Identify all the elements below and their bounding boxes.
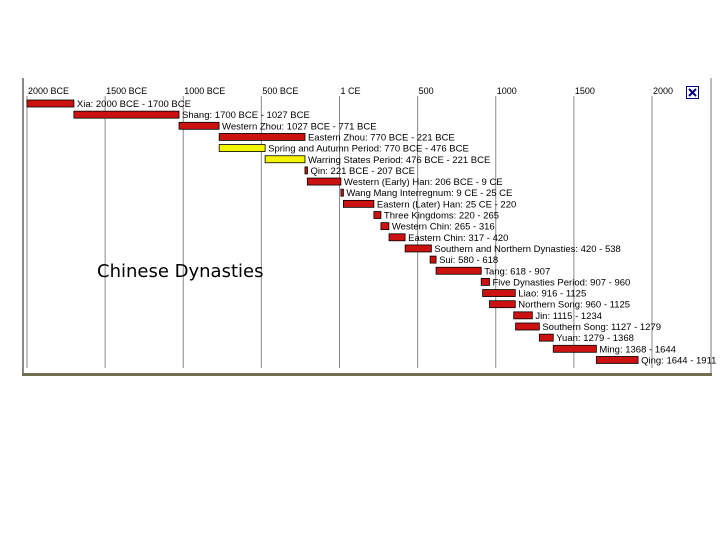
dynasty-bar-label: Shang: 1700 BCE - 1027 BCE bbox=[182, 110, 310, 121]
dynasty-bar bbox=[513, 311, 533, 320]
x-tick-label: 1000 BCE bbox=[184, 86, 225, 96]
dynasty-bar bbox=[429, 255, 437, 264]
dynasty-bar bbox=[264, 155, 306, 164]
dynasty-bar-label: Wang Mang Interregnum: 9 CE - 25 CE bbox=[346, 188, 512, 199]
dynasty-bar-label: Southern Song: 1127 - 1279 bbox=[542, 322, 661, 333]
dynasty-bar bbox=[489, 300, 516, 309]
dynasty-bar bbox=[435, 266, 482, 275]
dynasty-bar-label: Eastern (Later) Han: 25 CE - 220 bbox=[377, 199, 516, 210]
panel-border-bottom bbox=[22, 373, 712, 376]
dynasty-bar bbox=[380, 222, 390, 231]
dynasty-bar bbox=[306, 177, 342, 186]
dynasty-bar-label: Southern and Northern Dynasties: 420 - 5… bbox=[434, 244, 620, 255]
dynasty-bar bbox=[178, 121, 220, 130]
dynasty-bar bbox=[73, 110, 180, 119]
dynasty-bar-label: Jin: 1115 - 1234 bbox=[535, 311, 602, 322]
dynasty-bar bbox=[304, 166, 308, 175]
dynasty-bar bbox=[515, 322, 540, 331]
grid-layer bbox=[26, 96, 653, 368]
x-tick-label: 1 CE bbox=[341, 86, 361, 96]
dynasty-bar-label: Sui: 580 - 618 bbox=[439, 255, 498, 266]
x-tick-label: 1500 bbox=[575, 86, 595, 96]
dynasty-bar-label: Warring States Period: 476 BCE - 221 BCE bbox=[308, 155, 490, 166]
chart-panel bbox=[22, 78, 712, 376]
dynasty-bar-label: Western Zhou: 1027 BCE - 771 BCE bbox=[222, 121, 377, 132]
close-icon bbox=[688, 88, 697, 97]
close-button[interactable] bbox=[686, 86, 699, 99]
tick-layer: 2000 BCE 1500 BCE 1000 BCE 500 BCE 1 CE 500 10… bbox=[28, 86, 673, 96]
panel-border-left bbox=[22, 78, 24, 376]
dynasty-bar-label: Western (Early) Han: 206 BCE - 9 CE bbox=[344, 177, 503, 188]
dynasty-bar bbox=[388, 233, 406, 242]
dynasty-bar bbox=[552, 344, 597, 353]
dynasty-bar bbox=[482, 289, 516, 297]
chart-title: Chinese Dynasties bbox=[97, 261, 263, 282]
dynasty-bar-label: Qin: 221 BCE - 207 BCE bbox=[310, 166, 415, 177]
dynasty-bar-label: Eastern Chin: 317 - 420 bbox=[408, 233, 508, 244]
dynasty-bar-label: Ming: 1368 - 1644 bbox=[599, 344, 676, 355]
dynasty-bar bbox=[404, 244, 432, 253]
x-tick-label: 2000 BCE bbox=[28, 86, 69, 96]
dynasty-bar-label: Tang: 618 - 907 bbox=[484, 266, 550, 277]
dynasty-timeline-chart: 2000 BCE 1500 BCE 1000 BCE 500 BCE 1 CE 500 10… bbox=[26, 86, 716, 368]
dynasty-bar-label: Western Chin: 265 - 316 bbox=[392, 222, 495, 233]
dynasty-bar bbox=[373, 211, 382, 219]
dynasty-bar-label: Northern Song: 960 - 1125 bbox=[518, 300, 630, 311]
panel-border-right bbox=[710, 78, 712, 376]
x-tick-label: 1000 bbox=[497, 86, 517, 96]
dynasty-bar bbox=[340, 188, 344, 197]
dynasty-bar-label: Xia: 2000 BCE - 1700 BCE bbox=[77, 99, 191, 110]
dynasty-bar-label: Yuan: 1279 - 1368 bbox=[556, 333, 634, 344]
x-tick-label: 2000 bbox=[653, 86, 673, 96]
dynasty-bar bbox=[26, 99, 75, 108]
x-tick-label: 500 bbox=[419, 86, 434, 96]
dynasty-bar bbox=[595, 356, 639, 364]
dynasty-bar-label: Eastern Zhou: 770 BCE - 221 BCE bbox=[308, 132, 455, 143]
dynasty-bar bbox=[343, 199, 375, 208]
x-tick-label: 500 BCE bbox=[262, 86, 298, 96]
dynasty-bar-label: Spring and Autumn Period: 770 BCE - 476 … bbox=[268, 144, 469, 155]
dynasty-bar bbox=[480, 277, 490, 286]
dynasty-bar-label: Qing: 1644 - 1911 bbox=[641, 355, 716, 366]
dynasty-bar bbox=[218, 144, 266, 153]
x-tick-label: 1500 BCE bbox=[106, 86, 147, 96]
dynasty-bar bbox=[538, 333, 554, 342]
dynasty-bar-label: Three Kingdoms: 220 - 265 bbox=[384, 211, 499, 222]
dynasty-bar-label: Liao: 916 - 1125 bbox=[518, 289, 586, 300]
dynasty-bar-label: Five Dynasties Period: 907 - 960 bbox=[493, 277, 631, 288]
dynasty-bar bbox=[218, 133, 306, 141]
